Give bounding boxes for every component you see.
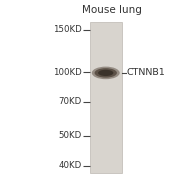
Text: 150KD: 150KD	[53, 25, 82, 34]
Text: Mouse lung: Mouse lung	[82, 5, 141, 15]
Text: 40KD: 40KD	[59, 161, 82, 170]
Bar	[90, 22, 122, 173]
Ellipse shape	[92, 67, 120, 79]
Text: 100KD: 100KD	[53, 68, 82, 76]
Text: CTNNB1: CTNNB1	[127, 68, 166, 77]
Text: 70KD: 70KD	[59, 97, 82, 106]
Ellipse shape	[95, 68, 117, 78]
Text: 50KD: 50KD	[59, 131, 82, 140]
Ellipse shape	[98, 70, 113, 76]
